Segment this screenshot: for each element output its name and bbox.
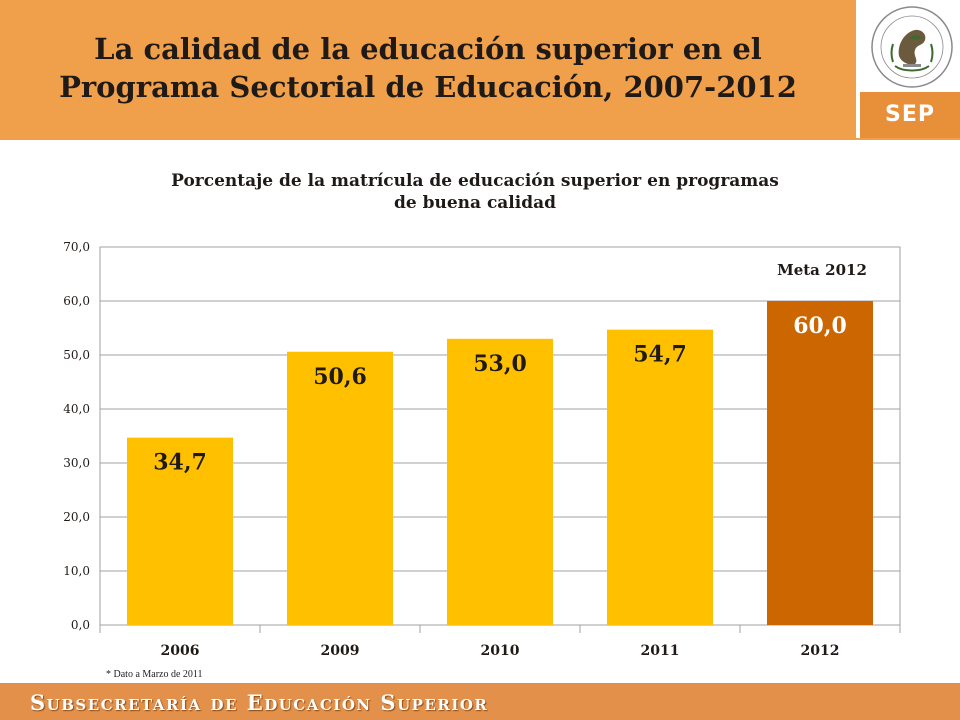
data-label: 60,0 xyxy=(793,313,847,339)
chart-title: Porcentaje de la matrícula de educación … xyxy=(110,170,840,214)
y-tick-label: 30,0 xyxy=(63,456,90,470)
x-tick-label: 2011 xyxy=(641,643,680,659)
data-label: 53,0 xyxy=(473,351,527,377)
x-tick-label: 2006 xyxy=(161,643,200,659)
bar-2011 xyxy=(607,329,713,625)
y-tick-label: 0,0 xyxy=(71,618,90,632)
x-tick-label: 2012 xyxy=(801,643,840,659)
header-divider xyxy=(0,138,960,140)
bar-2012 xyxy=(767,301,873,625)
x-tick-label: 2010 xyxy=(481,643,520,659)
y-tick-label: 50,0 xyxy=(63,348,90,362)
footer-text: Subsecretaría de Educación Superior xyxy=(30,690,489,715)
header-banner: La calidad de la educación superior en e… xyxy=(0,0,856,138)
page-title-line-1: La calidad de la educación superior en e… xyxy=(94,32,762,66)
footer-banner: Subsecretaría de Educación Superior xyxy=(0,683,960,720)
annotation-meta-2012: Meta 2012 xyxy=(777,261,867,279)
page-title-line-2: Programa Sectorial de Educación, 2007-20… xyxy=(59,70,797,104)
chart-title-line-2: de buena calidad xyxy=(393,193,557,213)
y-tick-label: 10,0 xyxy=(63,564,90,578)
bar-chart: 34,7 50,6 53,0 54,7 60,0 0,0 10,0 20,0 30,0 40,0… xyxy=(63,240,901,659)
y-tick-label: 60,0 xyxy=(63,294,90,308)
national-seal-icon xyxy=(871,6,953,88)
x-tick-label: 2009 xyxy=(321,643,360,659)
y-tick-label: 40,0 xyxy=(63,402,90,416)
bar-2009 xyxy=(287,351,393,625)
y-tick-label: 20,0 xyxy=(63,510,90,524)
data-label: 34,7 xyxy=(153,450,207,476)
bars xyxy=(127,301,873,625)
bar-2010 xyxy=(447,338,553,625)
chart-title-line-1: Porcentaje de la matrícula de educación … xyxy=(171,171,779,191)
data-labels: 34,7 50,6 53,0 54,7 60,0 xyxy=(153,313,847,476)
footnote: * Dato a Marzo de 2011 xyxy=(106,669,203,680)
axes: 0,0 10,0 20,0 30,0 40,0 50,0 60,0 70,0 2006 2009 2… xyxy=(63,240,901,659)
y-tick-label: 70,0 xyxy=(63,240,90,254)
page-title: La calidad de la educación superior en e… xyxy=(20,30,836,106)
data-label: 54,7 xyxy=(633,342,687,368)
bar-2006 xyxy=(127,437,233,625)
sep-logo: SEP xyxy=(860,92,960,138)
data-label: 50,6 xyxy=(313,364,367,390)
